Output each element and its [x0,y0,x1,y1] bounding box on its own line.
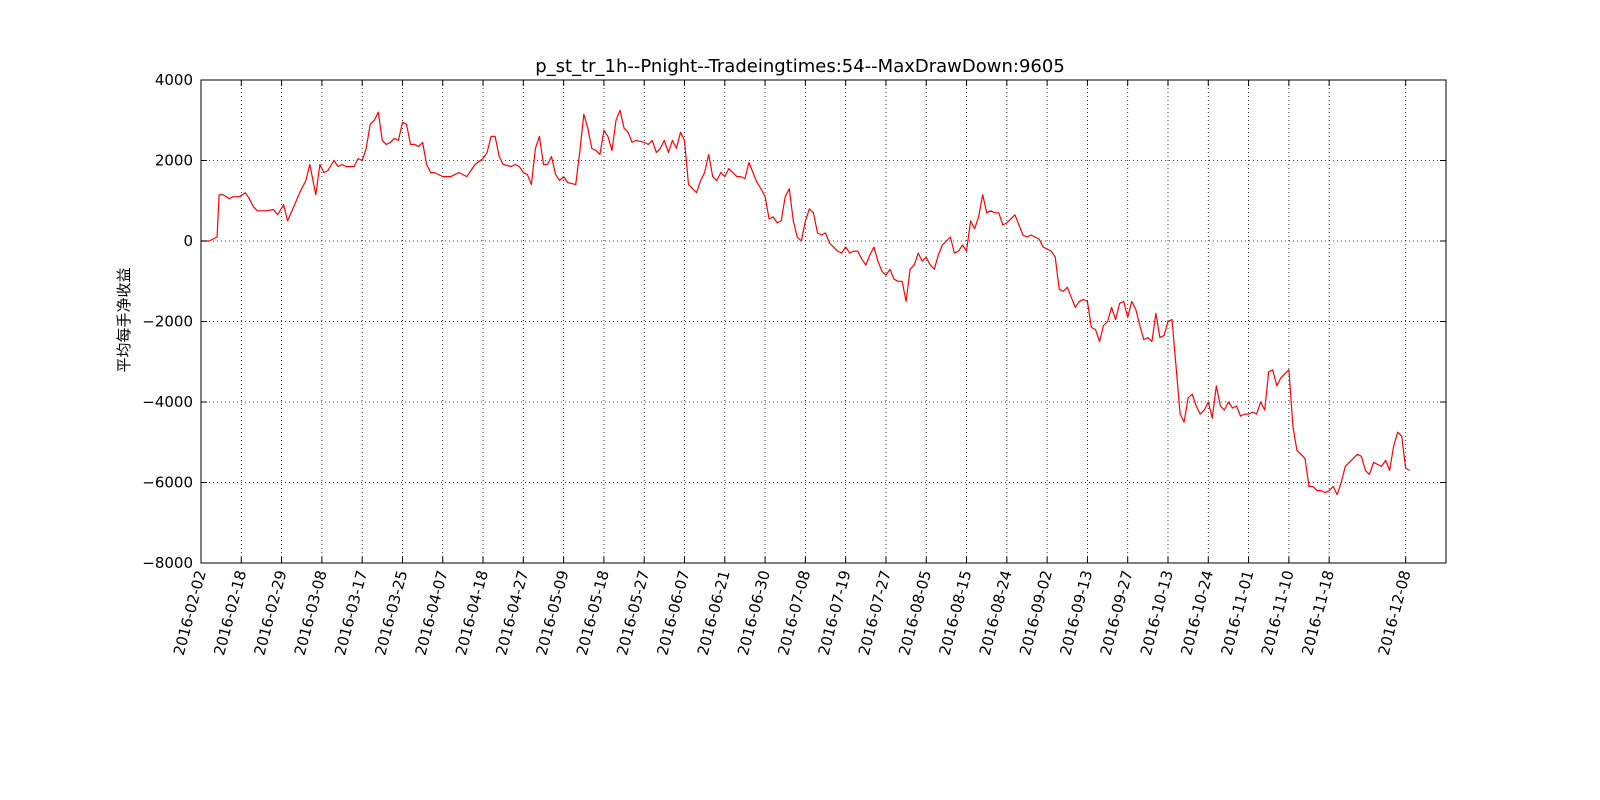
y-tick-label: −6000 [142,474,193,492]
y-tick-label: −4000 [142,393,193,411]
x-tick-label: 2016-12-08 [1375,568,1415,657]
x-tick-label: 2016-02-29 [250,568,290,657]
x-tick-label: 2016-11-01 [1217,568,1257,657]
x-tick-label: 2016-04-18 [452,568,492,657]
plot-frame [200,79,1447,564]
y-axis: 4000 2000 0 −2000 −4000 −6000 −8000 [142,71,1446,572]
x-tick-label: 2016-09-13 [1056,568,1096,657]
x-tick-label: 2016-08-15 [935,568,975,657]
series-line [201,109,1410,496]
x-tick-label: 2016-05-09 [533,568,573,657]
y-tick-label: −8000 [142,554,193,572]
x-tick-label: 2016-04-27 [492,568,532,657]
x-tick-label: 2016-08-05 [895,568,935,657]
x-tick-label: 2016-05-27 [613,568,653,657]
x-tick-label: 2016-02-02 [170,568,210,657]
x-tick-label: 2016-04-07 [412,568,452,657]
y-tick-label: 2000 [155,152,193,170]
x-tick-label: 2016-11-10 [1258,568,1298,657]
x-tick-label: 2016-09-27 [1097,568,1137,657]
x-tick-label: 2016-10-24 [1177,568,1217,657]
x-tick-label: 2016-06-07 [653,568,693,657]
chart-title: p_st_tr_1h--Pnight--Tradeingtimes:54--Ma… [535,56,1065,77]
x-tick-label: 2016-08-24 [976,568,1016,657]
x-tick-label: 2016-07-27 [855,568,895,657]
x-tick-label: 2016-06-21 [694,568,734,657]
x-tick-label: 2016-03-08 [291,568,331,657]
x-tick-label: 2016-05-18 [573,568,613,657]
x-tick-label: 2016-07-08 [774,568,814,657]
x-tick-label: 2016-06-30 [734,568,774,657]
y-tick-label: 0 [183,232,193,250]
x-tick-label: 2016-02-18 [210,568,250,657]
grid-layer [201,80,1446,563]
x-axis: 2016-02-02 2016-02-18 2016-02-29 2016-03-08… [170,80,1415,657]
y-axis-label: 平均每手净收益 [115,267,133,372]
x-tick-label: 2016-03-17 [331,568,371,657]
x-tick-label: 2016-03-25 [371,568,411,657]
x-tick-label: 2016-11-18 [1298,568,1338,657]
y-tick-label: 4000 [155,71,193,89]
x-tick-label: 2016-07-19 [815,568,855,657]
y-tick-label: −2000 [142,313,193,331]
x-tick-label: 2016-10-13 [1137,568,1177,657]
x-tick-label: 2016-09-02 [1016,568,1056,657]
series-layer [201,109,1410,496]
